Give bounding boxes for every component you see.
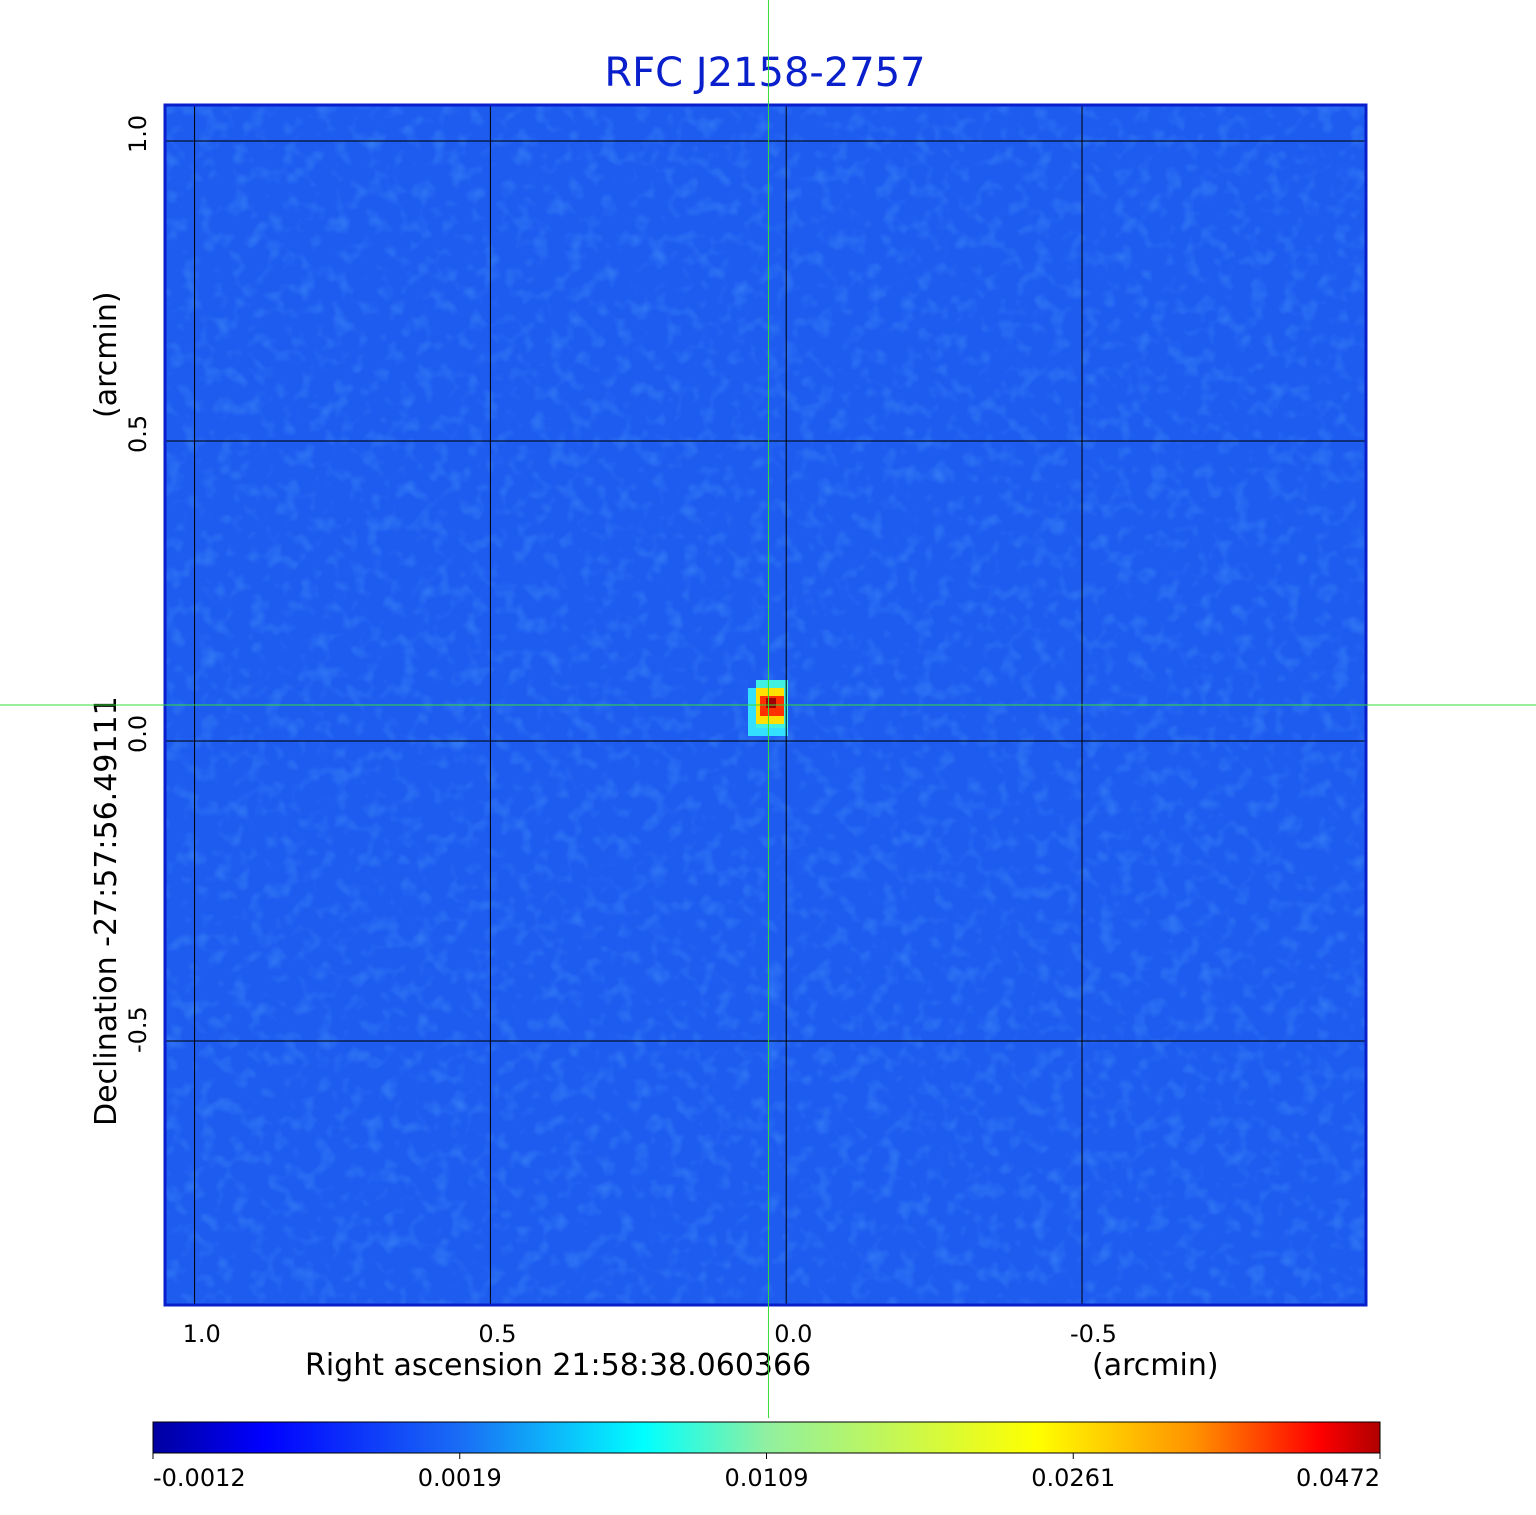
x-tick-label: -0.5 [1070, 1320, 1117, 1348]
colorbar-tick-label: 0.0019 [418, 1464, 502, 1492]
colorbar [152, 1421, 1381, 1454]
source-peak [766, 698, 776, 708]
y-tick-label: 0.5 [124, 415, 152, 453]
colorbar-tick-label: 0.0109 [725, 1464, 809, 1492]
colorbar-tick-label: -0.0012 [153, 1464, 246, 1492]
x-axis-label: Right ascension 21:58:38.060366 [305, 1348, 811, 1383]
x-tick-label: 1.0 [183, 1320, 221, 1348]
chart-title: RFC J2158-2757 [604, 50, 925, 96]
y-tick-label: 1.0 [124, 115, 152, 153]
x-axis-unit: (arcmin) [1092, 1348, 1219, 1383]
y-axis-unit: (arcmin) [89, 291, 124, 418]
colorbar-tick-label: 0.0472 [1296, 1464, 1380, 1492]
x-tick-label: 0.5 [478, 1320, 516, 1348]
x-tick-label: 0.0 [774, 1320, 812, 1348]
y-axis-label: Declination -27:57:56.49111 [89, 696, 124, 1126]
colorbar-tick-label: 0.0261 [1031, 1464, 1115, 1492]
y-tick-label: -0.5 [124, 1006, 152, 1053]
y-tick-label: 0.0 [124, 715, 152, 753]
